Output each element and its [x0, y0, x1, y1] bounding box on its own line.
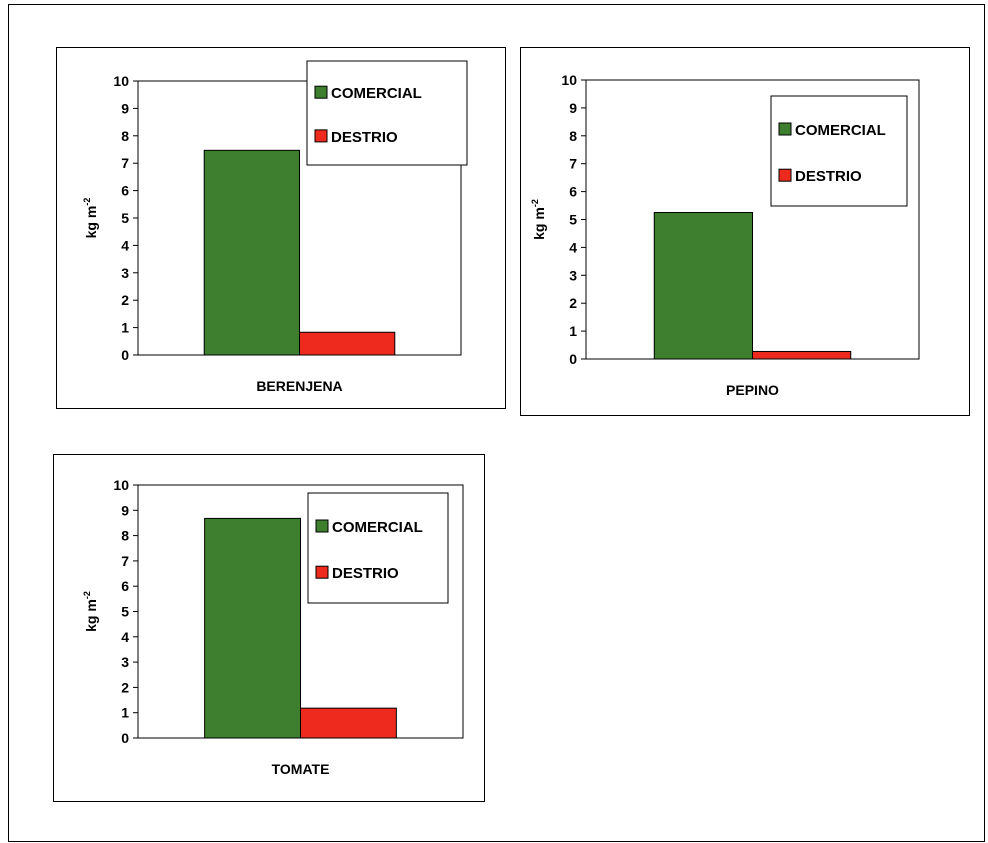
chart-pepino-ytick-label: 5 [569, 212, 577, 228]
chart-pepino-ytick-label: 6 [569, 184, 577, 200]
chart-pepino-ytick-label: 3 [569, 267, 577, 283]
chart-pepino-ytick-label: 9 [569, 100, 577, 116]
chart-tomate-ytick-label: 5 [121, 604, 129, 620]
chart-berenjena-svg: 0 1 2 3 4 5 6 7 8 9 10 kg m-2 BERENJENA COMERCIAL DEST… [82, 60, 468, 394]
chart-pepino-legend [770, 95, 908, 207]
chart-berenjena-ytick-label: 8 [121, 128, 129, 144]
chart-pepino-ytick-label: 8 [569, 128, 577, 144]
chart-pepino-ytick-label: 2 [569, 295, 577, 311]
chart-tomate-ytick-label: 3 [121, 654, 129, 670]
chart-berenjena-ytick-label: 4 [121, 237, 129, 253]
chart-tomate-ytick-label: 0 [121, 730, 129, 746]
chart-tomate-legend-label-destrio: DESTRIO [332, 565, 399, 582]
chart-pepino-ytick-label: 10 [561, 72, 577, 88]
chart-pepino-ytick-label: 0 [569, 351, 577, 367]
chart-berenjena-ytick-label: 9 [121, 100, 129, 116]
chart-tomate: 0 1 2 3 4 5 6 7 8 9 10 kg m-2 TOMATE COMERCIAL DESTRIO [53, 454, 485, 802]
chart-berenjena-legend-swatch-comercial [314, 85, 328, 99]
chart-berenjena-legend-label-destrio: DESTRIO [331, 129, 398, 146]
chart-tomate-ytick-label: 10 [113, 477, 129, 493]
chart-berenjena-bar-comercial [203, 149, 300, 356]
chart-berenjena-ytick-label: 2 [121, 292, 129, 308]
chart-tomate-ytick-label: 7 [121, 553, 129, 569]
chart-pepino-svg: 0 1 2 3 4 5 6 7 8 9 10 kg m-2 PEPINO COMERCIAL DESTRIO [530, 72, 920, 398]
chart-berenjena-ytick-label: 6 [121, 183, 129, 199]
chart-tomate-bar-comercial [204, 517, 301, 739]
chart-berenjena-ytick-label: 10 [113, 73, 129, 89]
chart-pepino-bar-destrio [752, 350, 852, 360]
chart-pepino-legend-label-destrio: DESTRIO [795, 168, 862, 185]
chart-tomate-bar-destrio [300, 707, 397, 739]
chart-pepino-legend-swatch-destrio [778, 168, 792, 182]
chart-berenjena-category-label: BERENJENA [256, 378, 342, 394]
chart-tomate-y-axis-title: kg m-2 [82, 591, 99, 632]
chart-berenjena-legend-swatch-destrio [314, 129, 328, 143]
chart-tomate-legend-swatch-destrio [315, 565, 329, 579]
chart-berenjena-ytick-label: 0 [121, 347, 129, 363]
chart-tomate-legend [307, 492, 449, 604]
chart-berenjena-legend [306, 60, 468, 166]
chart-berenjena-ytick-label: 1 [121, 320, 129, 336]
chart-tomate-ytick-label: 2 [121, 679, 129, 695]
chart-pepino-legend-swatch-comercial [778, 122, 792, 136]
chart-tomate-ytick-label: 1 [121, 705, 129, 721]
chart-berenjena-legend-label-comercial: COMERCIAL [331, 85, 422, 102]
chart-berenjena-ytick-label: 7 [121, 155, 129, 171]
chart-tomate-ytick-label: 6 [121, 578, 129, 594]
chart-pepino-category-label: PEPINO [726, 382, 779, 398]
chart-tomate-ytick-label: 9 [121, 502, 129, 518]
chart-pepino-y-axis-title: kg m-2 [530, 199, 547, 240]
chart-tomate-category-label: TOMATE [272, 761, 330, 777]
chart-pepino-bar-comercial [653, 212, 753, 360]
chart-berenjena-ytick-label: 5 [121, 210, 129, 226]
chart-pepino-ytick-label: 7 [569, 156, 577, 172]
chart-tomate-ytick-label: 4 [121, 629, 129, 645]
chart-pepino: 0 1 2 3 4 5 6 7 8 9 10 kg m-2 PEPINO COMERCIAL DESTRIO [520, 47, 970, 416]
chart-pepino-legend-label-comercial: COMERCIAL [795, 122, 886, 139]
chart-berenjena-bar-destrio [299, 331, 396, 356]
chart-tomate-legend-swatch-comercial [315, 519, 329, 533]
chart-berenjena: 0 1 2 3 4 5 6 7 8 9 10 kg m-2 BERENJENA COMERCIAL DEST… [56, 47, 506, 409]
chart-berenjena-ytick-label: 3 [121, 265, 129, 281]
chart-tomate-ytick-label: 8 [121, 528, 129, 544]
chart-pepino-ytick-label: 4 [569, 239, 577, 255]
chart-pepino-ytick-label: 1 [569, 323, 577, 339]
chart-tomate-legend-label-comercial: COMERCIAL [332, 519, 423, 536]
chart-berenjena-y-axis-title: kg m-2 [82, 198, 99, 239]
chart-tomate-svg: 0 1 2 3 4 5 6 7 8 9 10 kg m-2 TOMATE COMERCIAL DESTRIO [82, 477, 464, 777]
